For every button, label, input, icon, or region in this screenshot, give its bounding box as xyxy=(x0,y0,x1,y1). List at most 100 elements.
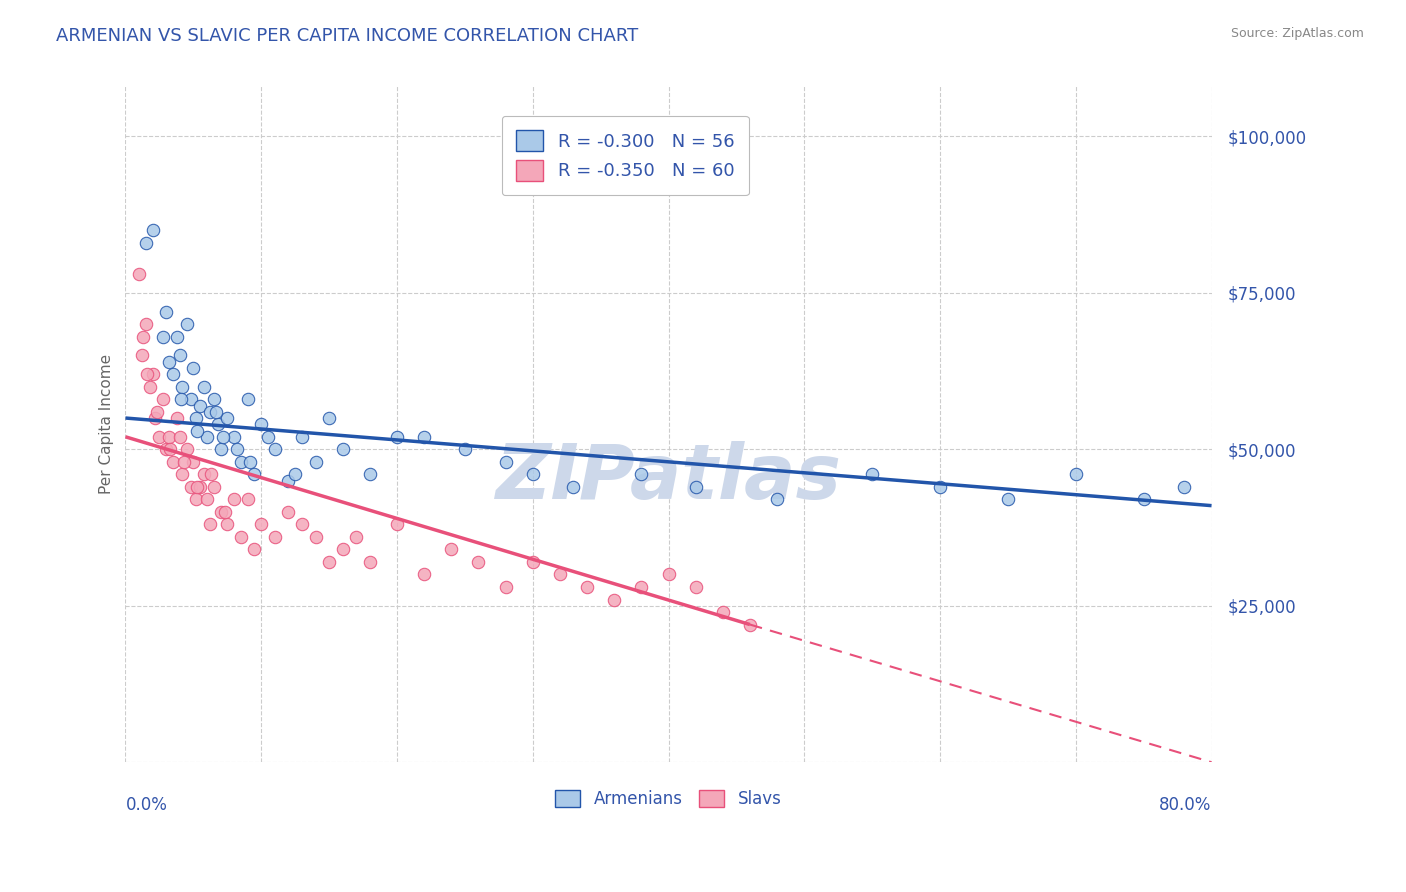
Point xyxy=(184,492,207,507)
Point xyxy=(155,442,177,457)
Point xyxy=(522,467,544,482)
Point xyxy=(576,580,599,594)
Point xyxy=(239,455,262,469)
Text: Source: ZipAtlas.com: Source: ZipAtlas.com xyxy=(1230,27,1364,40)
Point xyxy=(162,368,184,382)
Point xyxy=(176,442,198,457)
Point xyxy=(214,505,236,519)
Point xyxy=(277,474,299,488)
Point xyxy=(385,517,408,532)
Point xyxy=(304,455,326,469)
Point xyxy=(291,517,314,532)
Point xyxy=(222,492,245,507)
Legend: R = -0.300   N = 56, R = -0.350   N = 60: R = -0.300 N = 56, R = -0.350 N = 60 xyxy=(502,116,748,195)
Point xyxy=(173,455,195,469)
Point xyxy=(359,555,381,569)
Point xyxy=(157,430,180,444)
Point xyxy=(139,380,162,394)
Point xyxy=(209,442,232,457)
Point xyxy=(304,530,326,544)
Point xyxy=(172,467,194,482)
Point xyxy=(318,411,340,425)
Point xyxy=(170,392,193,407)
Point xyxy=(1064,467,1087,482)
Point xyxy=(180,392,202,407)
Point xyxy=(359,467,381,482)
Point xyxy=(186,480,208,494)
Point xyxy=(183,361,205,376)
Point xyxy=(198,517,221,532)
Point xyxy=(188,399,211,413)
Point xyxy=(630,467,652,482)
Point xyxy=(193,380,215,394)
Point xyxy=(440,542,463,557)
Point xyxy=(685,580,707,594)
Point xyxy=(522,555,544,569)
Point xyxy=(195,492,218,507)
Text: ARMENIAN VS SLAVIC PER CAPITA INCOME CORRELATION CHART: ARMENIAN VS SLAVIC PER CAPITA INCOME COR… xyxy=(56,27,638,45)
Point xyxy=(159,442,181,457)
Point xyxy=(200,467,222,482)
Point xyxy=(198,405,221,419)
Point xyxy=(495,455,517,469)
Point xyxy=(318,555,340,569)
Point xyxy=(766,492,789,507)
Point xyxy=(176,317,198,331)
Text: 80.0%: 80.0% xyxy=(1159,796,1212,814)
Point xyxy=(209,505,232,519)
Point xyxy=(657,567,679,582)
Point xyxy=(184,411,207,425)
Point xyxy=(222,430,245,444)
Point xyxy=(495,580,517,594)
Point xyxy=(548,567,571,582)
Point xyxy=(172,380,194,394)
Point xyxy=(236,492,259,507)
Point xyxy=(157,355,180,369)
Point xyxy=(186,424,208,438)
Point xyxy=(413,430,436,444)
Point xyxy=(229,455,252,469)
Point xyxy=(236,392,259,407)
Point xyxy=(188,480,211,494)
Point xyxy=(243,542,266,557)
Point xyxy=(997,492,1019,507)
Point xyxy=(132,329,155,343)
Point xyxy=(152,392,174,407)
Point xyxy=(284,467,307,482)
Point xyxy=(603,592,626,607)
Point xyxy=(128,267,150,281)
Point xyxy=(135,235,157,250)
Point xyxy=(131,348,153,362)
Point xyxy=(332,442,354,457)
Point xyxy=(263,530,285,544)
Point xyxy=(202,480,225,494)
Point xyxy=(711,605,734,619)
Y-axis label: Per Capita Income: Per Capita Income xyxy=(100,354,114,494)
Point xyxy=(243,467,266,482)
Point xyxy=(183,455,205,469)
Point xyxy=(454,442,477,457)
Point xyxy=(142,223,165,237)
Point xyxy=(685,480,707,494)
Point xyxy=(229,530,252,544)
Point xyxy=(217,411,239,425)
Point xyxy=(152,329,174,343)
Point xyxy=(344,530,367,544)
Point xyxy=(250,517,273,532)
Point xyxy=(166,329,188,343)
Point xyxy=(630,580,652,594)
Point xyxy=(145,405,167,419)
Point xyxy=(166,411,188,425)
Point xyxy=(202,392,225,407)
Point xyxy=(291,430,314,444)
Point xyxy=(162,455,184,469)
Point xyxy=(413,567,436,582)
Point xyxy=(1173,480,1195,494)
Point xyxy=(263,442,285,457)
Point xyxy=(193,467,215,482)
Point xyxy=(195,430,218,444)
Point xyxy=(135,317,157,331)
Point xyxy=(562,480,585,494)
Point xyxy=(738,617,761,632)
Point xyxy=(217,517,239,532)
